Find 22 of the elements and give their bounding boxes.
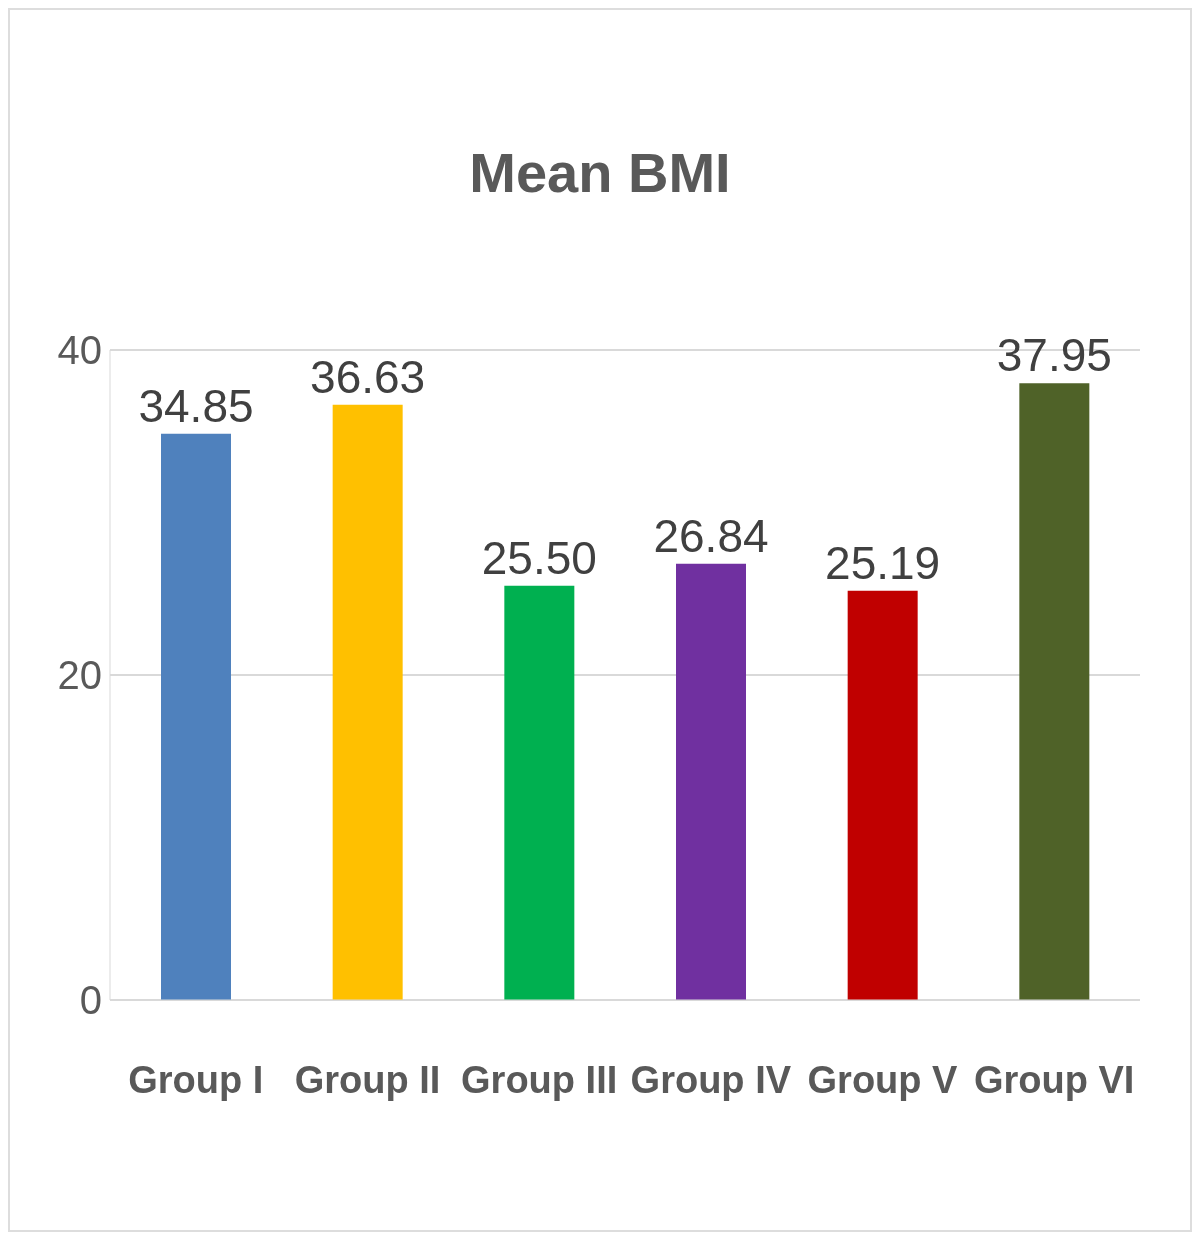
bar: [1019, 383, 1090, 1000]
data-label: 25.50: [481, 531, 597, 584]
data-label: 34.85: [138, 379, 254, 432]
bar: [847, 590, 918, 1000]
x-tick-label: Group I: [128, 1058, 264, 1101]
chart-title: Mean BMI: [468, 140, 732, 206]
bar: [504, 585, 575, 1000]
x-tick-label: Group III: [461, 1058, 618, 1101]
bar: [161, 433, 231, 1000]
data-label: 36.63: [310, 350, 426, 403]
data-label: 26.84: [653, 509, 769, 562]
data-label: 25.19: [825, 536, 941, 589]
bar: [332, 404, 403, 1000]
x-tick-label: Group IV: [630, 1058, 792, 1101]
bar: [676, 563, 746, 1000]
y-tick-label: 0: [79, 978, 102, 1023]
y-tick-label: 20: [57, 653, 102, 698]
x-tick-label: Group V: [807, 1058, 959, 1101]
x-tick-label: Group II: [294, 1058, 441, 1101]
data-label: 37.95: [996, 329, 1112, 382]
x-tick-label: Group VI: [973, 1058, 1135, 1101]
y-tick-label: 40: [57, 328, 102, 373]
